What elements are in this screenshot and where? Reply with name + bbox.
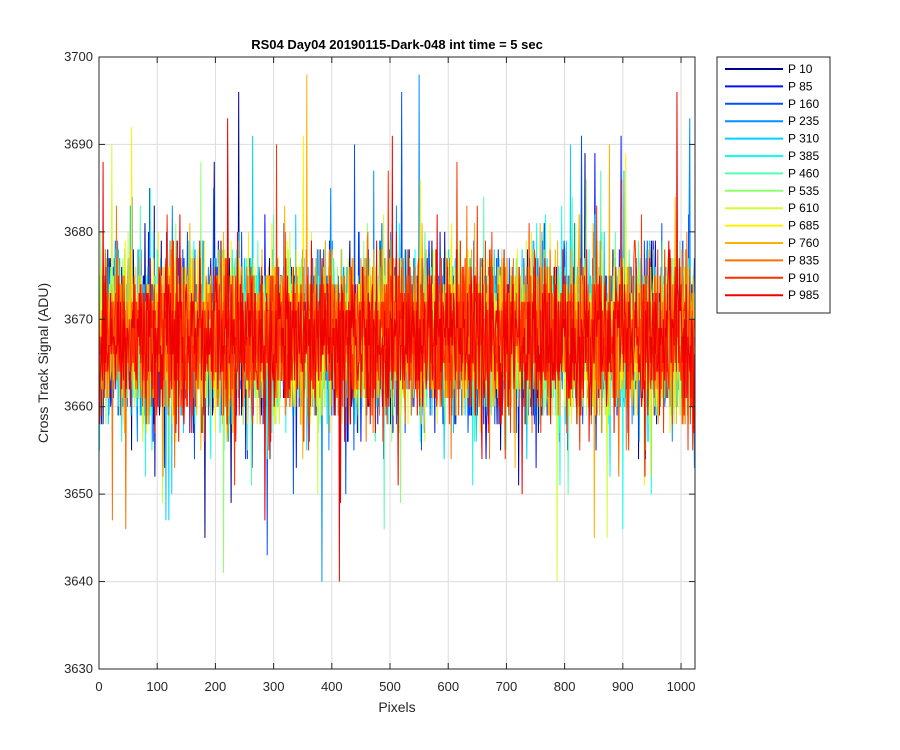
legend: P 10 P 85 P 160 P 235 P 310 P 385 P 460 P 535 P … <box>716 56 831 314</box>
legend-label: P 310 <box>788 132 819 146</box>
series-line-p985 <box>99 91 695 582</box>
x-tick-label: 300 <box>263 679 285 694</box>
x-axis-label: Pixels <box>378 699 415 715</box>
x-tick-label: 900 <box>612 679 634 694</box>
legend-label: P 85 <box>788 79 813 93</box>
legend-label: P 460 <box>788 166 819 180</box>
x-tick-label: 200 <box>205 679 227 694</box>
legend-label: P 160 <box>788 97 819 111</box>
x-tick-label: 600 <box>437 679 459 694</box>
y-tick-label: 3670 <box>64 311 93 326</box>
x-axis-ticks: 0 100 200 300 400 500 600 700 800 900 1000 <box>95 57 695 694</box>
plot-lines <box>99 74 695 582</box>
x-tick-label: 500 <box>379 679 401 694</box>
legend-label: P 685 <box>788 219 819 233</box>
y-axis-ticks: 3630 3640 3650 3660 3670 3680 3690 3700 <box>64 49 695 676</box>
legend-label: P 835 <box>788 253 819 267</box>
x-tick-label: 700 <box>496 679 518 694</box>
y-tick-label: 3640 <box>64 574 93 589</box>
legend-box <box>716 56 831 314</box>
y-axis-label: Cross Track Signal (ADU) <box>35 283 51 443</box>
legend-label: P 610 <box>788 201 819 215</box>
x-tick-label: 1000 <box>667 679 696 694</box>
chart-title: RS04 Day04 20190115-Dark-048 int time = … <box>251 37 543 52</box>
x-tick-label: 800 <box>554 679 576 694</box>
x-tick-label: 0 <box>95 679 102 694</box>
legend-label: P 910 <box>788 271 819 285</box>
legend-label: P 760 <box>788 236 819 250</box>
legend-label: P 385 <box>788 149 819 163</box>
legend-label: P 235 <box>788 114 819 128</box>
y-tick-label: 3700 <box>64 49 93 64</box>
legend-label: P 985 <box>788 288 819 302</box>
x-tick-label: 100 <box>146 679 168 694</box>
y-tick-label: 3630 <box>64 661 93 676</box>
y-tick-label: 3690 <box>64 136 93 151</box>
series-line-p910 <box>99 144 695 486</box>
legend-label: P 535 <box>788 184 819 198</box>
y-tick-label: 3650 <box>64 486 93 501</box>
legend-label: P 10 <box>788 62 813 76</box>
x-tick-label: 400 <box>321 679 343 694</box>
y-tick-label: 3680 <box>64 224 93 239</box>
y-tick-label: 3660 <box>64 399 93 414</box>
axes-box <box>98 56 696 670</box>
